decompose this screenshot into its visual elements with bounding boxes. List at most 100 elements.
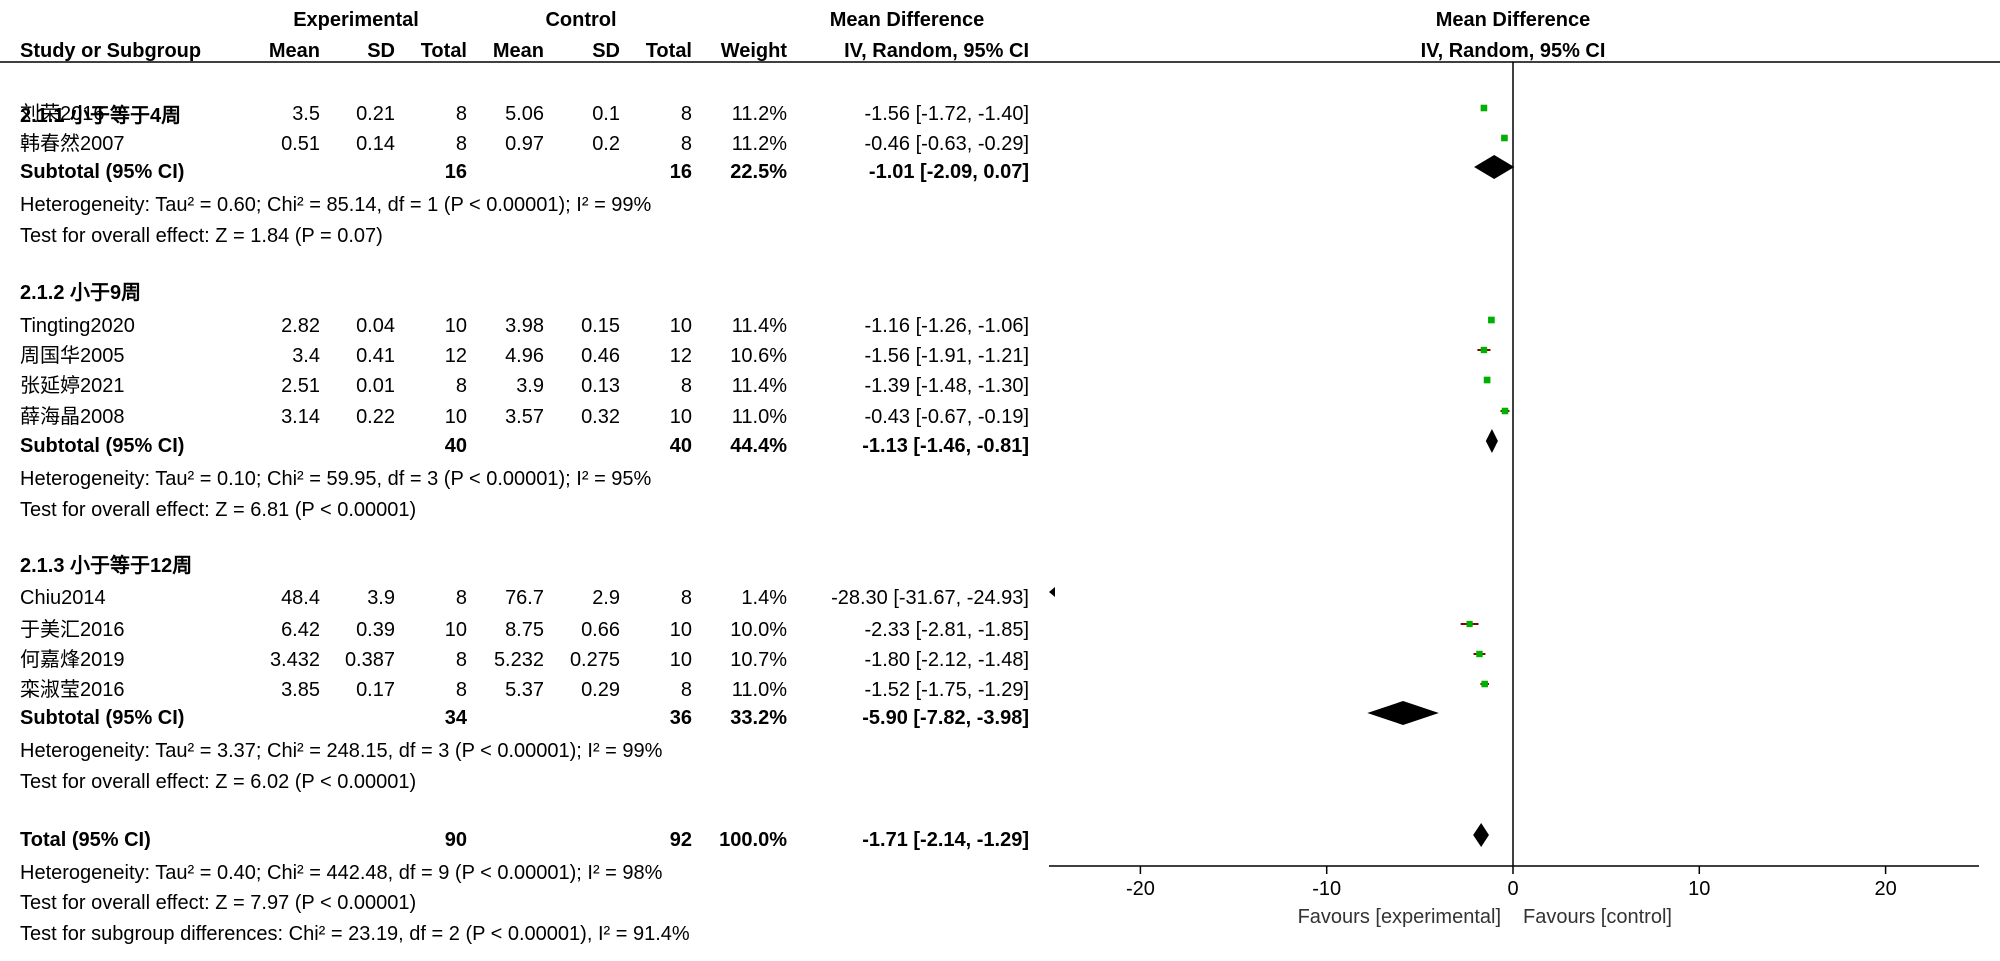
weight-cell: 10.6% bbox=[730, 345, 787, 367]
exp-mean-cell: 48.4 bbox=[281, 587, 320, 609]
weight-cell: 1.4% bbox=[741, 587, 787, 609]
ctl-sd-cell: 0.29 bbox=[581, 679, 620, 701]
total-weight: 100.0% bbox=[719, 829, 787, 851]
weight-header: Weight bbox=[720, 40, 787, 62]
ctl-mean-cell: 3.57 bbox=[505, 406, 544, 428]
ctl-sd-cell: 2.9 bbox=[592, 587, 620, 609]
x-axis-tick-label: 20 bbox=[1874, 878, 1897, 900]
exp-mean-cell: 3.14 bbox=[281, 406, 320, 428]
ci-offscale-arrow bbox=[1049, 587, 1055, 597]
ctl-mean-cell: 5.06 bbox=[505, 103, 544, 125]
total-label: Total (95% CI) bbox=[20, 829, 151, 851]
exp-sd-cell: 0.22 bbox=[356, 406, 395, 428]
subtotal-diamond bbox=[1474, 155, 1515, 179]
exp-sd-cell: 0.41 bbox=[356, 345, 395, 367]
weight-cell: 11.2% bbox=[731, 133, 787, 155]
ctl-sd-cell: 0.46 bbox=[581, 345, 620, 367]
ctl-sd-cell: 0.275 bbox=[569, 649, 620, 671]
ci-header: IV, Random, 95% CI bbox=[844, 40, 1029, 62]
subgroup-title: 2.1.3 小于等于12周 bbox=[20, 555, 193, 577]
exp-total-cell: 8 bbox=[455, 587, 467, 609]
exp-sd-cell: 3.9 bbox=[367, 587, 395, 609]
exp-total-cell: 8 bbox=[455, 133, 467, 155]
subtotal-diamond bbox=[1485, 429, 1498, 453]
ctl-mean-cell: 4.96 bbox=[505, 345, 544, 367]
exp-sd-cell: 0.01 bbox=[356, 375, 395, 397]
ctl-total-cell: 8 bbox=[680, 375, 692, 397]
weight-cell: 11.0% bbox=[731, 679, 787, 701]
total-overall-effect-text: Test for overall effect: Z = 7.97 (P < 0… bbox=[20, 892, 417, 914]
subgroup-title: 2.1.2 小于9周 bbox=[20, 282, 142, 304]
ctl-mean-header: Mean bbox=[492, 40, 544, 62]
study-name: 张延婷2021 bbox=[20, 375, 125, 397]
weight-cell: 11.0% bbox=[731, 406, 787, 428]
ctl-mean-cell: 8.75 bbox=[505, 619, 544, 641]
weight-cell: 11.4% bbox=[731, 315, 787, 337]
ci-cell: -0.43 [-0.67, -0.19] bbox=[864, 406, 1029, 428]
ci-cell: -1.80 [-2.12, -1.48] bbox=[864, 649, 1029, 671]
subtotal-weight: 33.2% bbox=[730, 707, 787, 729]
weight-cell: 10.7% bbox=[730, 649, 787, 671]
total-ctl-total: 92 bbox=[669, 829, 692, 851]
exp-total-cell: 8 bbox=[455, 649, 467, 671]
total-heterogeneity-text: Heterogeneity: Tau² = 0.40; Chi² = 442.4… bbox=[20, 862, 663, 884]
exp-total-cell: 8 bbox=[455, 375, 467, 397]
subgroup-differences-text: Test for subgroup differences: Chi² = 23… bbox=[20, 923, 690, 945]
subtotal-ctl-total: 40 bbox=[669, 435, 692, 457]
exp-sd-cell: 0.04 bbox=[356, 315, 395, 337]
heterogeneity-text: Heterogeneity: Tau² = 0.10; Chi² = 59.95… bbox=[20, 468, 652, 490]
x-axis-tick-label: -10 bbox=[1312, 878, 1342, 900]
exp-mean-cell: 2.82 bbox=[281, 315, 320, 337]
exp-sd-cell: 0.39 bbox=[356, 619, 395, 641]
x-axis-tick-label: 0 bbox=[1507, 878, 1519, 900]
ci-cell: -28.30 [-31.67, -24.93] bbox=[831, 587, 1029, 609]
overall-effect-text: Test for overall effect: Z = 1.84 (P = 0… bbox=[20, 225, 383, 247]
plot-mean-difference-header: Mean Difference bbox=[1435, 9, 1591, 31]
study-effect-box bbox=[1488, 316, 1495, 324]
study-effect-box bbox=[1480, 346, 1488, 354]
exp-total-cell: 10 bbox=[444, 315, 467, 337]
subtotal-label: Subtotal (95% CI) bbox=[20, 707, 185, 729]
total-exp-total: 90 bbox=[444, 829, 467, 851]
exp-mean-cell: 3.5 bbox=[292, 103, 320, 125]
exp-mean-cell: 3.432 bbox=[269, 649, 320, 671]
heterogeneity-text: Heterogeneity: Tau² = 0.60; Chi² = 85.14… bbox=[20, 194, 652, 216]
exp-total-cell: 10 bbox=[444, 406, 467, 428]
total-ci: -1.71 [-2.14, -1.29] bbox=[862, 829, 1029, 851]
subtotal-exp-total: 34 bbox=[444, 707, 467, 729]
study-name: 何嘉烽2019 bbox=[20, 649, 125, 671]
ctl-sd-cell: 0.32 bbox=[581, 406, 620, 428]
ctl-total-cell: 10 bbox=[669, 315, 692, 337]
ctl-sd-cell: 0.15 bbox=[581, 315, 620, 337]
ctl-total-cell: 10 bbox=[669, 619, 692, 641]
weight-cell: 11.4% bbox=[731, 375, 787, 397]
ctl-mean-cell: 5.37 bbox=[505, 679, 544, 701]
subtotal-ci: -5.90 [-7.82, -3.98] bbox=[862, 707, 1029, 729]
exp-mean-cell: 2.51 bbox=[281, 375, 320, 397]
ctl-mean-cell: 5.232 bbox=[493, 649, 544, 671]
ctl-total-cell: 10 bbox=[669, 649, 692, 671]
ctl-mean-cell: 3.98 bbox=[505, 315, 544, 337]
subgroup-title: 2.1.1 小于等于4周 bbox=[20, 105, 182, 127]
subtotal-exp-total: 40 bbox=[444, 435, 467, 457]
favours-experimental-label: Favours [experimental] bbox=[1297, 906, 1501, 928]
ctl-total-cell: 8 bbox=[680, 103, 692, 125]
exp-mean-cell: 3.85 bbox=[281, 679, 320, 701]
study-effect-box bbox=[1476, 650, 1483, 658]
ctl-total-cell: 10 bbox=[669, 406, 692, 428]
ci-cell: -1.16 [-1.26, -1.06] bbox=[864, 315, 1029, 337]
overall-effect-text: Test for overall effect: Z = 6.02 (P < 0… bbox=[20, 771, 417, 793]
ci-cell: -2.33 [-2.81, -1.85] bbox=[864, 619, 1029, 641]
ctl-total-cell: 8 bbox=[680, 587, 692, 609]
exp-mean-cell: 6.42 bbox=[281, 619, 320, 641]
exp-total-cell: 12 bbox=[444, 345, 467, 367]
subtotal-label: Subtotal (95% CI) bbox=[20, 435, 185, 457]
study-name: 于美汇2016 bbox=[20, 619, 125, 641]
exp-total-cell: 10 bbox=[444, 619, 467, 641]
ctl-sd-cell: 0.13 bbox=[581, 375, 620, 397]
study-name: Chiu2014 bbox=[20, 587, 106, 609]
subtotal-ctl-total: 16 bbox=[669, 161, 692, 183]
exp-mean-cell: 3.4 bbox=[292, 345, 320, 367]
exp-total-cell: 8 bbox=[455, 103, 467, 125]
